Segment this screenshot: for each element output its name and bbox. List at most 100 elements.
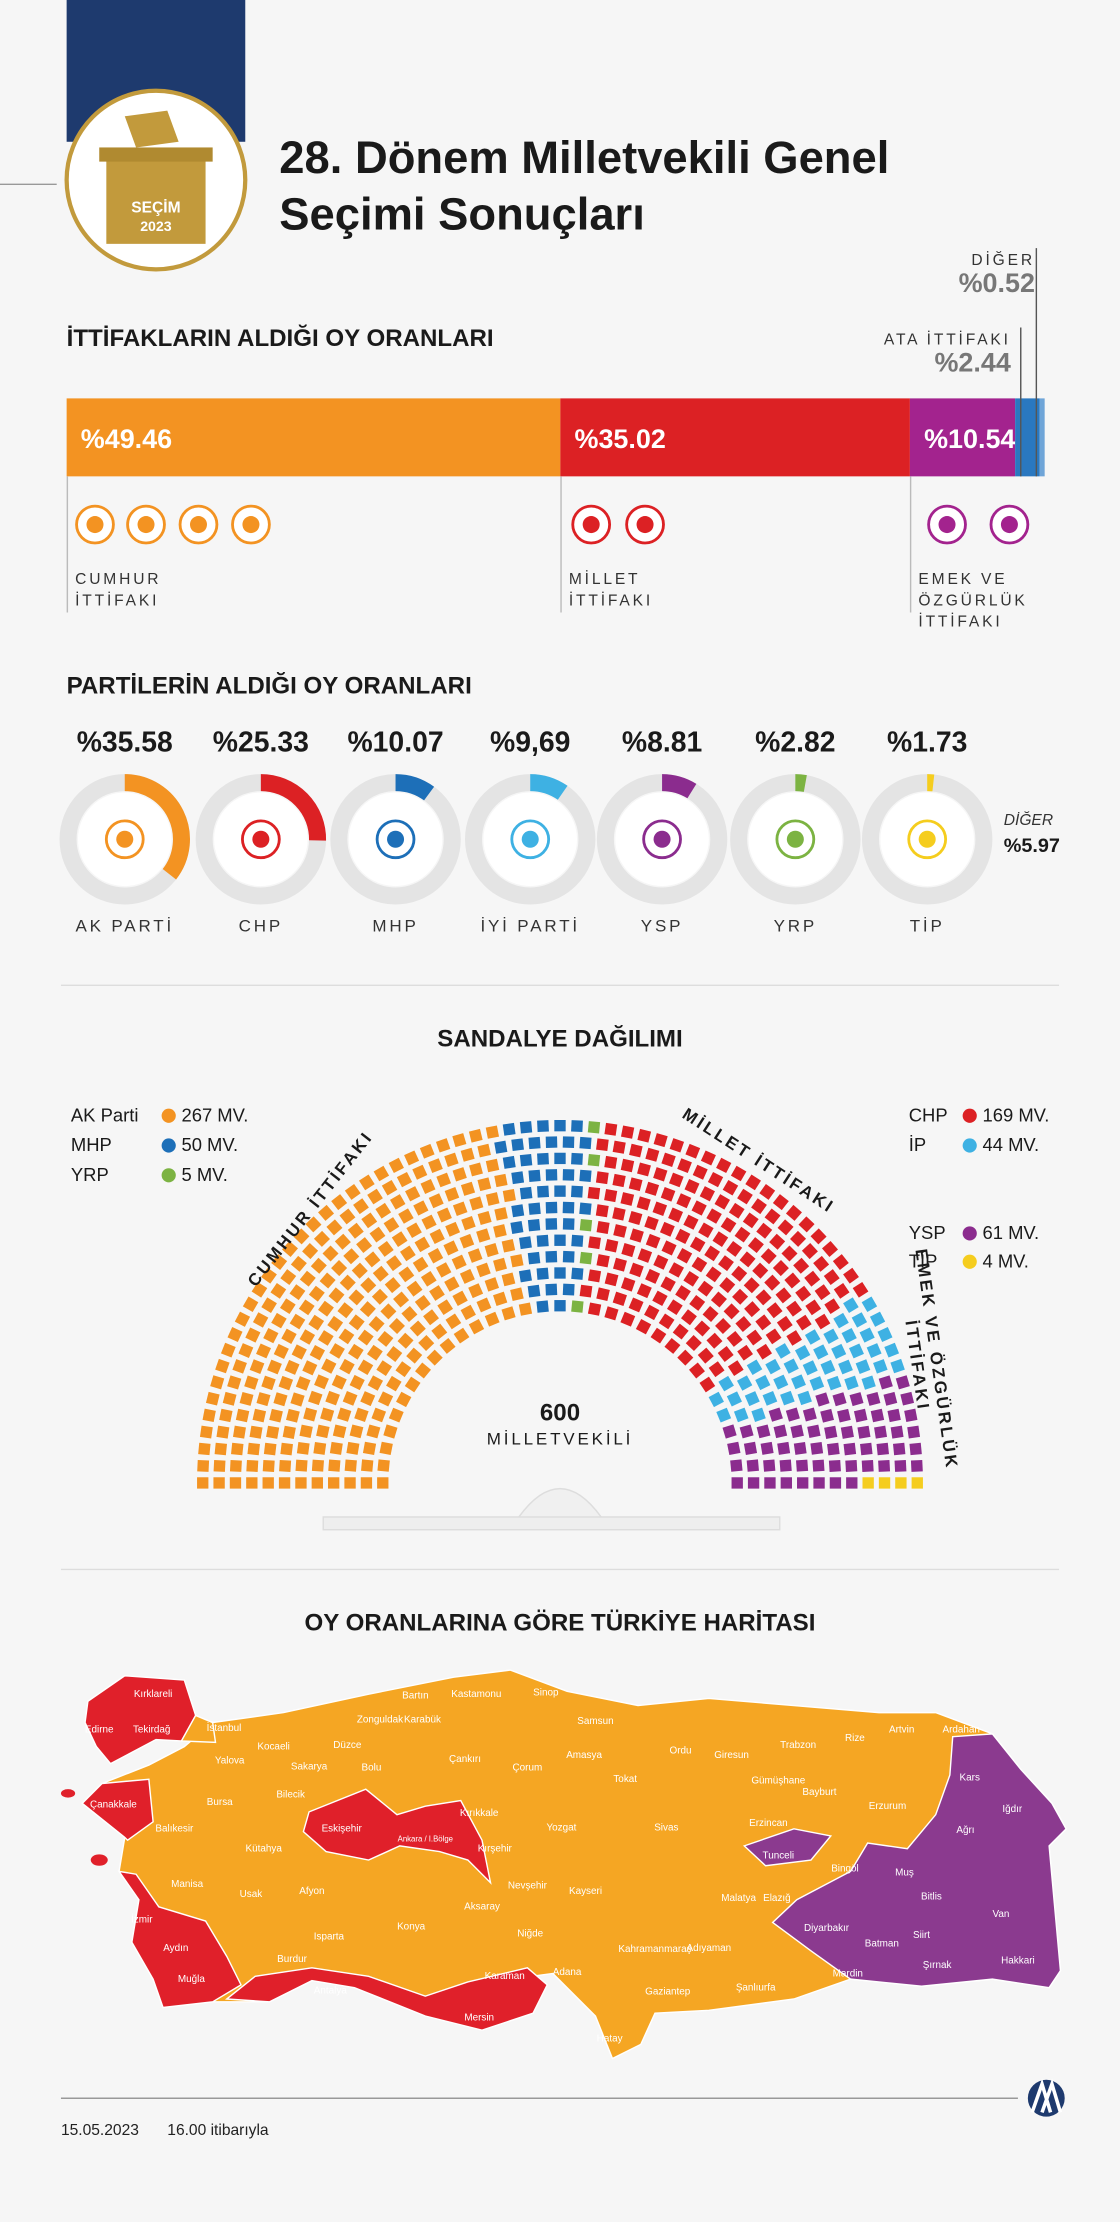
seat bbox=[519, 1153, 533, 1167]
seat bbox=[409, 1320, 426, 1337]
seat bbox=[571, 1300, 584, 1313]
seat bbox=[716, 1157, 732, 1174]
seat bbox=[717, 1346, 734, 1362]
seat bbox=[339, 1208, 356, 1225]
seat bbox=[588, 1236, 601, 1250]
bar-value-label: %0.52 bbox=[959, 268, 1035, 298]
agency-logo bbox=[1027, 2078, 1065, 2117]
party-name: TİP bbox=[910, 916, 945, 935]
seat bbox=[857, 1425, 871, 1439]
seat bbox=[299, 1424, 313, 1439]
seat bbox=[377, 1477, 389, 1489]
seat bbox=[860, 1442, 873, 1456]
map-region bbox=[180, 1714, 217, 1744]
seat bbox=[620, 1158, 635, 1173]
seat bbox=[716, 1407, 732, 1423]
seat bbox=[612, 1140, 626, 1154]
seat bbox=[726, 1330, 743, 1347]
party-name: MHP bbox=[372, 916, 418, 935]
seat bbox=[745, 1174, 761, 1191]
seat bbox=[293, 1228, 310, 1245]
seat bbox=[319, 1272, 336, 1289]
seat bbox=[451, 1254, 467, 1270]
seat bbox=[579, 1136, 592, 1150]
seat bbox=[694, 1320, 711, 1337]
seat bbox=[290, 1255, 307, 1272]
legend-label: MHP bbox=[71, 1134, 112, 1155]
province-label: Bilecik bbox=[276, 1790, 305, 1801]
seat bbox=[381, 1179, 398, 1196]
province-label: Aksaray bbox=[464, 1902, 500, 1913]
seat bbox=[809, 1376, 825, 1391]
seat bbox=[763, 1459, 776, 1472]
seat bbox=[378, 1391, 394, 1407]
seat bbox=[528, 1169, 541, 1182]
seat bbox=[747, 1477, 760, 1489]
seat bbox=[215, 1358, 230, 1374]
seat bbox=[445, 1221, 461, 1237]
seat bbox=[396, 1391, 412, 1408]
seat bbox=[242, 1296, 259, 1313]
seat bbox=[562, 1283, 575, 1296]
seat bbox=[629, 1143, 643, 1158]
province-label: Kocaeli bbox=[257, 1741, 290, 1752]
seat bbox=[468, 1128, 483, 1143]
seat bbox=[318, 1330, 334, 1346]
seat bbox=[762, 1390, 778, 1406]
province-label: Bingöl bbox=[831, 1863, 859, 1874]
seat bbox=[562, 1201, 575, 1214]
seat bbox=[596, 1254, 610, 1268]
seat bbox=[828, 1459, 841, 1472]
province-label: Ardahan bbox=[942, 1724, 979, 1735]
seat bbox=[501, 1306, 516, 1321]
province-label: Kırklareli bbox=[134, 1689, 173, 1700]
seat bbox=[571, 1267, 584, 1280]
seat bbox=[343, 1248, 360, 1265]
seat bbox=[661, 1152, 676, 1167]
province-label: Kahramanmaraş bbox=[618, 1944, 691, 1955]
seat bbox=[571, 1152, 583, 1165]
seat bbox=[704, 1245, 720, 1262]
party-logo-mark bbox=[387, 830, 405, 848]
province-label: Malatya bbox=[721, 1893, 756, 1904]
seat bbox=[672, 1323, 689, 1340]
seat bbox=[545, 1218, 558, 1230]
seat bbox=[861, 1296, 878, 1313]
seat bbox=[838, 1359, 853, 1375]
seat bbox=[388, 1317, 405, 1335]
seat bbox=[813, 1255, 830, 1272]
footer-time: 16.00 itibarıyla bbox=[167, 2122, 269, 2139]
seat bbox=[444, 1276, 460, 1292]
donut-arc bbox=[395, 774, 435, 801]
province-label: Gümüşhane bbox=[751, 1775, 805, 1786]
seat bbox=[318, 1204, 335, 1221]
seat bbox=[511, 1138, 524, 1152]
seat bbox=[366, 1424, 381, 1439]
seat bbox=[855, 1359, 871, 1374]
seat bbox=[461, 1215, 476, 1231]
seat bbox=[273, 1343, 289, 1359]
seat bbox=[697, 1280, 714, 1297]
seat bbox=[781, 1245, 798, 1262]
seat bbox=[246, 1459, 259, 1472]
province-label: Gaziantep bbox=[645, 1987, 691, 1998]
seat bbox=[536, 1234, 549, 1247]
seat bbox=[722, 1424, 737, 1439]
seat bbox=[861, 1459, 874, 1472]
donut-arc bbox=[661, 774, 697, 799]
seat bbox=[562, 1136, 575, 1148]
seat bbox=[216, 1425, 230, 1439]
map-region bbox=[117, 1870, 242, 2009]
seat bbox=[852, 1281, 869, 1298]
seat bbox=[545, 1250, 558, 1263]
seat bbox=[876, 1442, 889, 1456]
seat bbox=[795, 1314, 812, 1331]
seat bbox=[554, 1267, 566, 1279]
seat bbox=[621, 1243, 636, 1258]
seat bbox=[371, 1407, 387, 1423]
seat bbox=[316, 1424, 330, 1439]
map-island bbox=[60, 1789, 76, 1798]
seat-total-label: MİLLETVEKİLİ bbox=[487, 1430, 633, 1449]
value-label: %35.58 bbox=[77, 726, 173, 758]
